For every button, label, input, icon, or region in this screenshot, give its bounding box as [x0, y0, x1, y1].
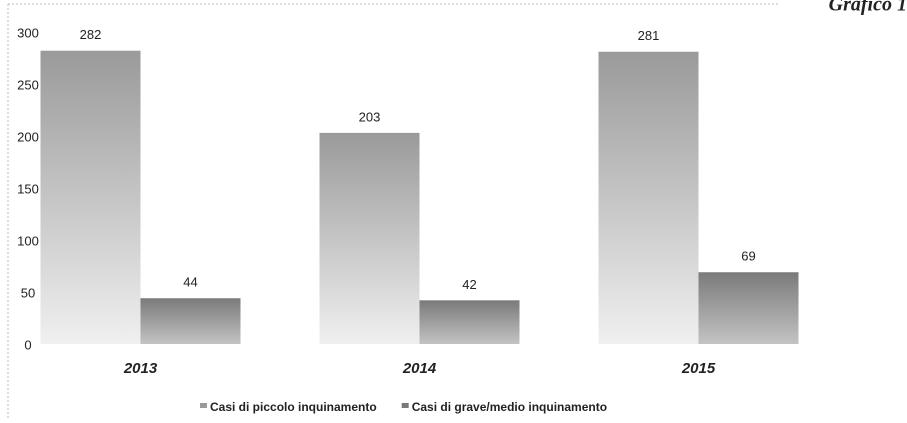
y-tick-label: 300: [17, 25, 39, 40]
bar: [40, 50, 141, 344]
data-label: 44: [183, 275, 197, 290]
bar: [140, 298, 241, 344]
x-tick-label: 2015: [681, 360, 716, 377]
bar: [698, 272, 799, 344]
y-tick-label: 0: [24, 337, 31, 352]
data-label: 281: [638, 28, 660, 43]
data-label: 203: [359, 109, 381, 124]
legend-label: Casi di grave/medio inquinamento: [412, 400, 607, 414]
bar: [319, 132, 420, 344]
y-tick-label: 50: [21, 285, 35, 300]
bar: [419, 300, 520, 344]
data-label: 42: [462, 277, 476, 292]
x-tick-label: 2013: [123, 360, 158, 377]
x-tick-label: 2014: [402, 360, 437, 377]
data-label: 69: [741, 249, 755, 264]
legend-label: Casi di piccolo inquinamento: [210, 400, 377, 414]
y-tick-label: 100: [17, 233, 39, 248]
legend-swatch: [401, 403, 409, 408]
y-tick-label: 250: [17, 77, 39, 92]
bar: [598, 51, 699, 344]
data-label: 282: [80, 27, 102, 42]
y-tick-label: 200: [17, 129, 39, 144]
legend-swatch: [200, 403, 207, 408]
y-tick-label: 150: [17, 181, 39, 196]
chart-title: Grafico 1: [829, 0, 907, 16]
